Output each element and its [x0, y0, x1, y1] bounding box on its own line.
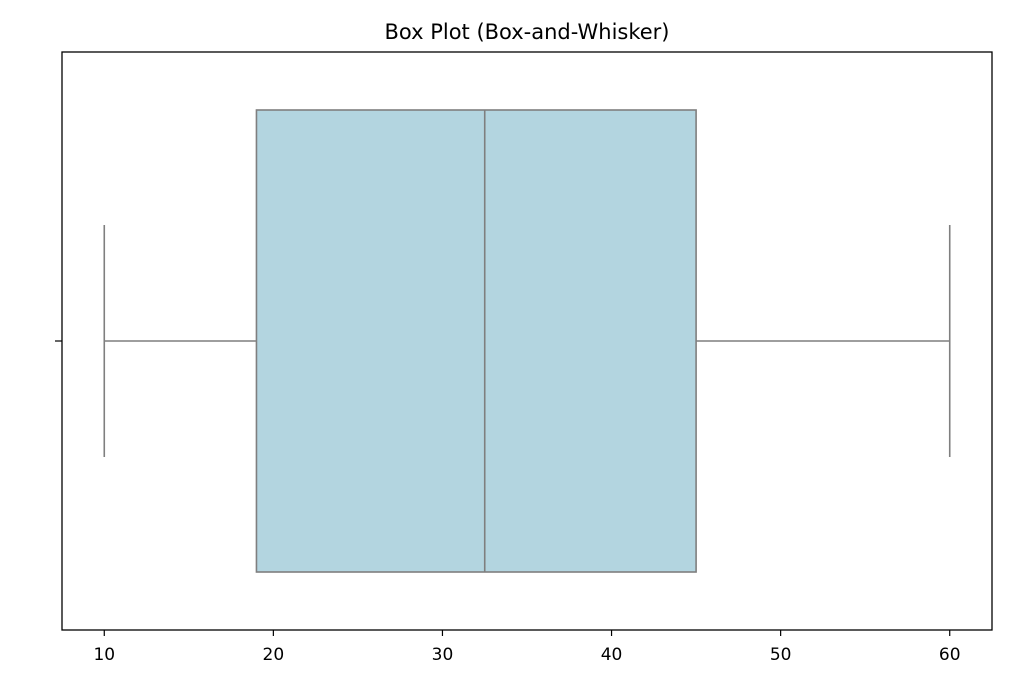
- x-tick-label: 30: [432, 645, 454, 665]
- x-tick-label: 60: [939, 645, 961, 665]
- x-tick-label: 20: [263, 645, 285, 665]
- interquartile-box: [255, 109, 697, 573]
- x-tick-label: 40: [601, 645, 623, 665]
- plot-area: [103, 109, 951, 573]
- x-tick-label: 50: [770, 645, 792, 665]
- x-tick-label: 10: [93, 645, 115, 665]
- chart-title: Box Plot (Box-and-Whisker): [384, 20, 669, 44]
- x-axis: 10 20 30 40 50 60: [93, 630, 961, 665]
- box-series-0: [103, 109, 951, 573]
